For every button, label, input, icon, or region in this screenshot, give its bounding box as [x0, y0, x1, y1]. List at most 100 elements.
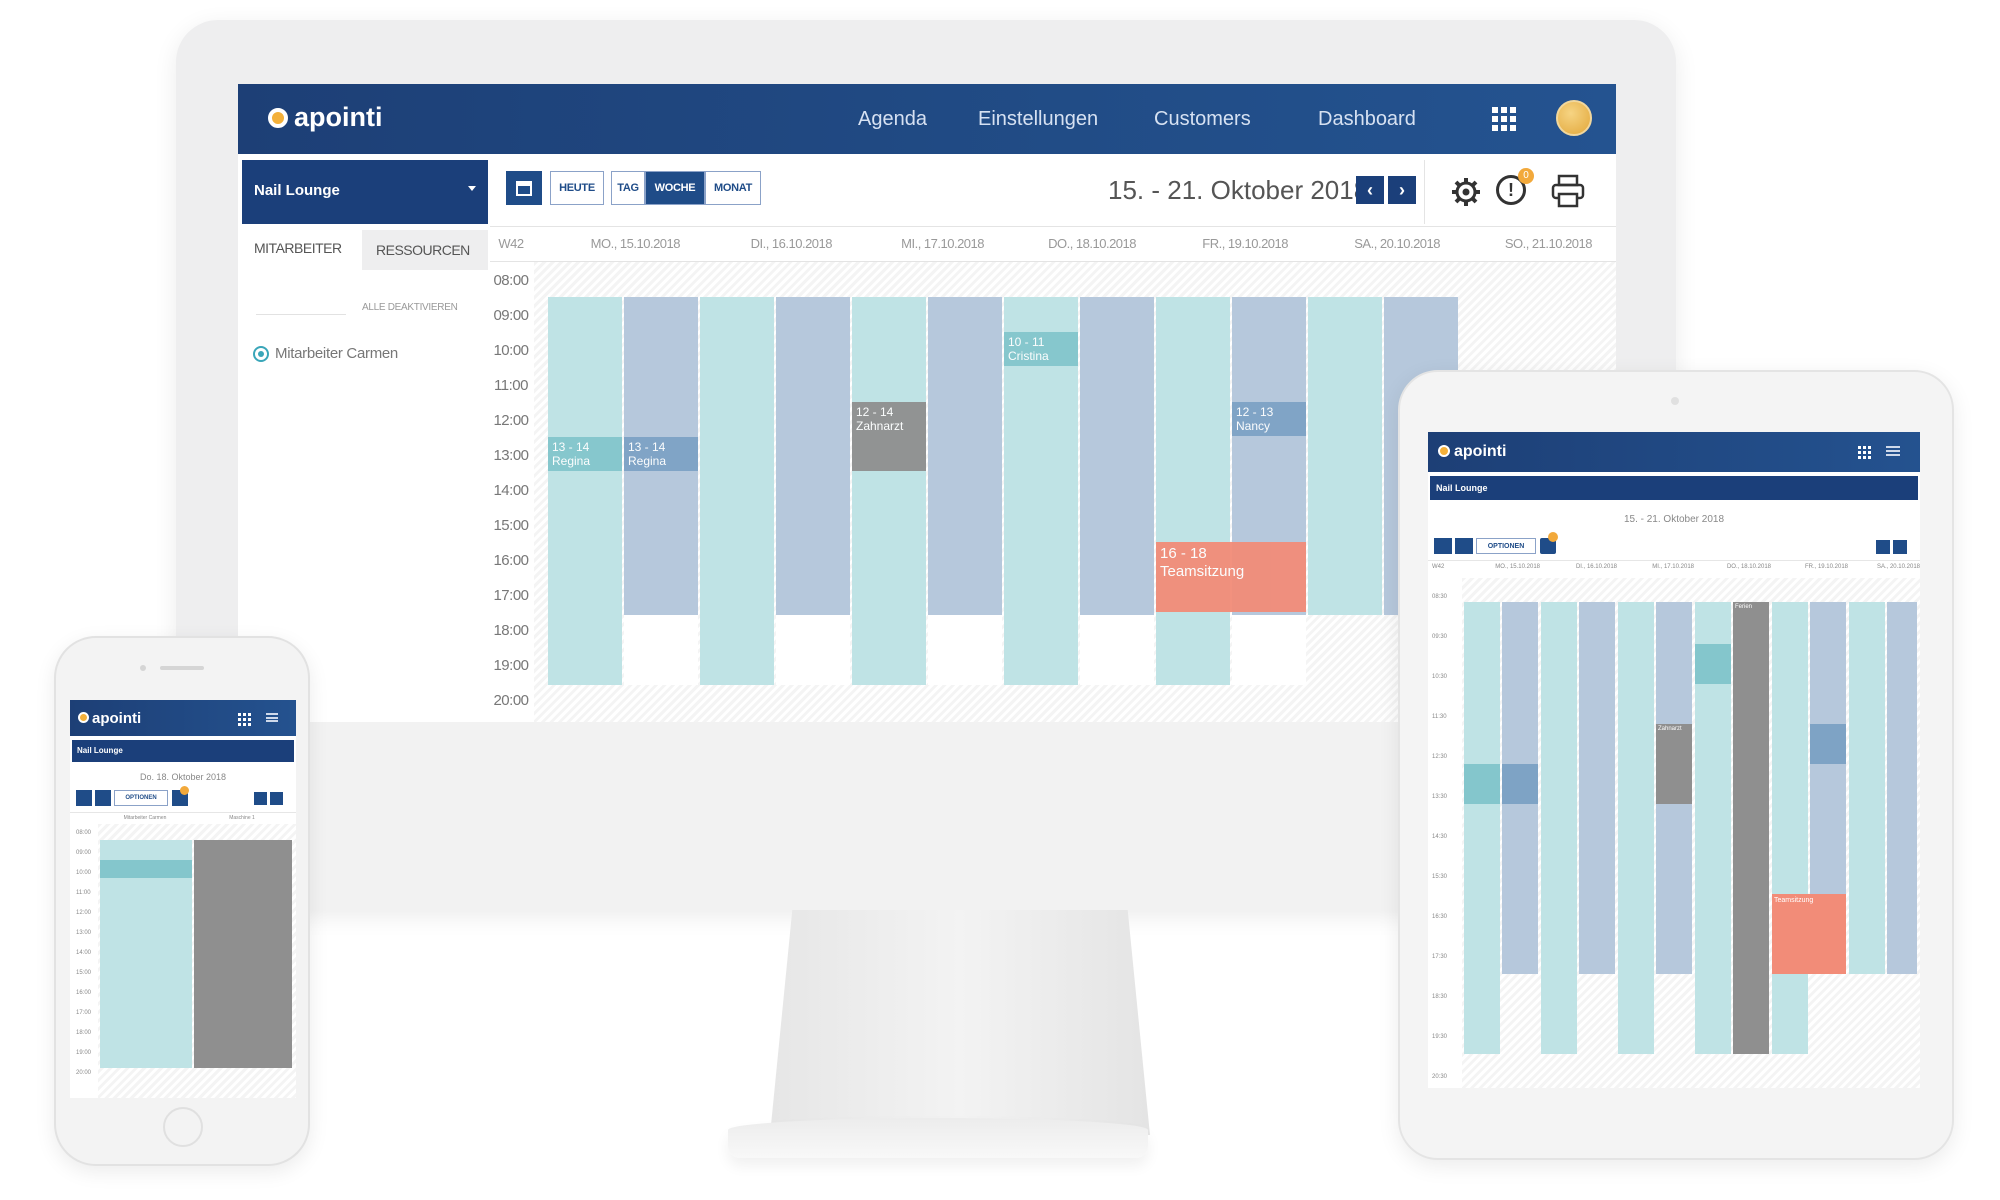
column-wed-b[interactable] [928, 297, 1002, 615]
day-header-wed: MI., 17.10.2018 [1652, 564, 1694, 570]
settings-gear-icon[interactable] [1450, 176, 1482, 208]
event-block[interactable] [100, 860, 192, 878]
calendar-picker-button[interactable] [76, 790, 92, 806]
nav-agenda[interactable]: Agenda [858, 108, 927, 130]
nav-customers[interactable]: Customers [1154, 108, 1251, 130]
tablet-header: apointi [1428, 432, 1920, 472]
print-icon[interactable] [1550, 174, 1586, 208]
column[interactable] [1849, 602, 1885, 974]
column-staff[interactable] [100, 840, 192, 1068]
tab-staff[interactable]: MITARBEITER [254, 240, 342, 256]
column-tue-b-free[interactable] [776, 615, 850, 685]
event-title: Teamsitzung [1160, 563, 1245, 580]
previous-day-button[interactable] [254, 792, 267, 805]
time-label: 18:00 [76, 1030, 92, 1036]
event-block-dentist[interactable]: Zahnarzt [1656, 724, 1692, 804]
column-wed-b-free[interactable] [928, 615, 1002, 685]
next-week-button[interactable]: › [1388, 176, 1416, 204]
event-block-team-meeting[interactable]: Teamsitzung [1772, 894, 1846, 974]
month-view-button[interactable]: MONAT [705, 171, 761, 205]
staff-member-label[interactable]: Mitarbeiter Carmen [275, 345, 398, 362]
deactivate-all-link[interactable]: ALLE DEAKTIVIEREN [362, 302, 458, 313]
column-thu-b-free[interactable] [1080, 615, 1154, 685]
list-view-button[interactable] [95, 790, 111, 806]
location-select-value: Nail Lounge [254, 182, 340, 199]
staff-radio-icon[interactable] [253, 346, 269, 362]
time-label: 09:30 [1432, 634, 1448, 640]
column-tue-a[interactable] [700, 297, 774, 685]
event-block[interactable]: 12 - 14 Zahnarzt [852, 402, 926, 471]
location-select[interactable]: Nail Lounge [72, 740, 294, 762]
desktop-screen: apointi Agenda Einstellungen Customers D… [238, 84, 1616, 724]
alert-button[interactable] [1540, 538, 1556, 554]
location-select-value: Nail Lounge [1436, 483, 1488, 493]
column-fri-a[interactable] [1156, 297, 1230, 685]
column-header-staff: Mitarbeiter Carmen [123, 815, 167, 821]
column-mon-a[interactable] [548, 297, 622, 685]
week-view-button[interactable]: WOCHE [645, 171, 705, 205]
calendar-picker-button[interactable] [1434, 538, 1452, 554]
week-number: W42 [1432, 564, 1445, 570]
user-avatar[interactable] [1556, 100, 1592, 136]
apps-grid-icon[interactable] [1492, 107, 1516, 131]
chevron-down-icon [468, 186, 476, 191]
options-button[interactable]: OPTIONEN [1476, 538, 1536, 554]
column-tue-b[interactable] [776, 297, 850, 615]
column[interactable] [1618, 602, 1654, 1054]
event-block[interactable] [1502, 764, 1538, 804]
options-button[interactable]: OPTIONEN [114, 790, 168, 806]
alert-icon[interactable]: ! [1496, 175, 1526, 205]
column-thu-b[interactable] [1080, 297, 1154, 615]
menu-icon[interactable] [1886, 446, 1900, 456]
nav-dashboard[interactable]: Dashboard [1318, 108, 1416, 130]
notification-badge [180, 786, 189, 795]
day-header-sun: SO., 21.10.2018 [1504, 236, 1593, 251]
time-label: 19:00 [493, 657, 529, 674]
event-title: Zahnarzt [1658, 726, 1682, 732]
menu-icon[interactable] [266, 713, 278, 722]
time-label: 17:00 [76, 1010, 92, 1016]
event-block-team-meeting[interactable]: 16 - 18 Teamsitzung [1156, 542, 1306, 612]
notification-badge [1548, 532, 1558, 542]
today-button[interactable]: HEUTE [550, 171, 604, 205]
event-block[interactable]: 13 - 14 Regina [624, 437, 698, 471]
event-block[interactable] [1695, 644, 1731, 684]
column-sat-a[interactable] [1308, 297, 1382, 615]
day-view-button[interactable]: TAG [611, 171, 645, 205]
event-block[interactable]: 12 - 13 Nancy [1232, 402, 1306, 436]
location-select[interactable]: Nail Lounge [1430, 476, 1918, 500]
column[interactable] [1772, 602, 1808, 1054]
column[interactable] [1887, 602, 1917, 974]
location-select[interactable]: Nail Lounge [242, 160, 488, 224]
apointi-logo-icon [1438, 445, 1450, 457]
event-block[interactable] [1810, 724, 1846, 764]
apointi-logo-icon [268, 108, 288, 128]
week-number: W42 [498, 236, 524, 251]
column[interactable] [1541, 602, 1577, 1054]
calendar-picker-button[interactable] [506, 171, 542, 205]
column-mon-b-free[interactable] [624, 615, 698, 685]
event-block[interactable] [1464, 764, 1500, 804]
apointi-logo-icon [78, 712, 89, 723]
apps-grid-icon[interactable] [238, 713, 251, 726]
event-title: Ferien [1735, 604, 1753, 610]
tab-resources[interactable]: RESSOURCEN [362, 230, 488, 270]
event-block-vacation[interactable] [194, 840, 292, 1068]
next-week-button[interactable] [1893, 540, 1907, 554]
nav-settings[interactable]: Einstellungen [978, 108, 1099, 130]
column[interactable] [1464, 602, 1500, 1054]
time-label: 20:00 [76, 1070, 92, 1076]
time-label: 17:00 [493, 587, 529, 604]
previous-week-button[interactable] [1876, 540, 1890, 554]
apps-grid-icon[interactable] [1858, 446, 1871, 459]
column-fri-b-free[interactable] [1232, 615, 1306, 685]
next-day-button[interactable] [270, 792, 283, 805]
event-block[interactable]: 10 - 11 Cristina [1004, 332, 1078, 366]
event-block-vacation[interactable]: Ferien [1733, 602, 1769, 1054]
column-wed-a[interactable] [852, 297, 926, 685]
column[interactable] [1579, 602, 1615, 974]
previous-week-button[interactable]: ‹ [1356, 176, 1384, 204]
time-label: 08:00 [76, 830, 92, 836]
list-view-button[interactable] [1455, 538, 1473, 554]
event-block[interactable]: 13 - 14 Regina [548, 437, 622, 471]
